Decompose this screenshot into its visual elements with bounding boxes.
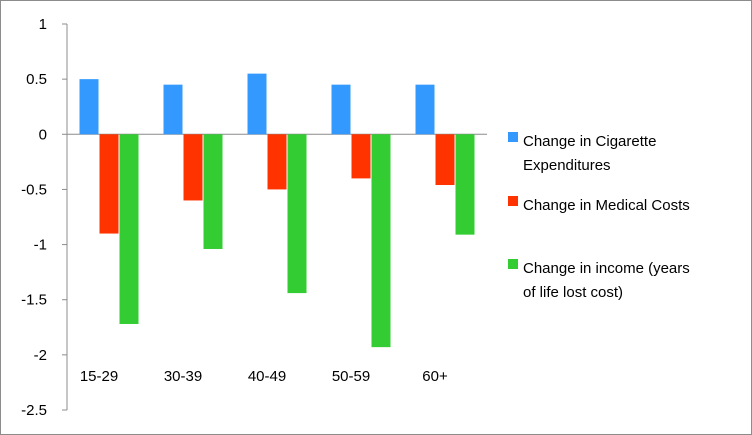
y-tick-label: 0.5 — [26, 71, 47, 88]
legend-item: Change in Cigarette Expenditures — [508, 132, 656, 174]
legend-label: Change in Medical Costs — [523, 197, 690, 214]
x-tick-label: 30-39 — [164, 368, 202, 385]
y-tick-label: -1 — [34, 237, 47, 254]
x-tick-label: 60+ — [422, 368, 448, 385]
bar-series-2-30-39 — [203, 134, 223, 249]
bar-series-0-40-49 — [247, 73, 267, 135]
y-tick-label: -1.5 — [21, 292, 47, 309]
legend-swatch — [508, 132, 518, 142]
bars — [79, 73, 475, 348]
legend-item: Change in Medical Costs — [508, 196, 690, 214]
legend-label: of life lost cost) — [523, 284, 623, 301]
legend-label: Change in Cigarette — [523, 133, 656, 150]
bar-series-0-30-39 — [163, 84, 183, 135]
y-tick-labels: 1 0.5 0 -0.5 -1 -1.5 -2 -2.5 — [21, 16, 47, 419]
legend-label: Expenditures — [523, 157, 611, 174]
legend-swatch — [508, 196, 518, 206]
y-tick-label: 1 — [39, 16, 47, 33]
bar-series-1-50-59 — [351, 134, 371, 179]
bar-series-2-15-29 — [119, 134, 139, 324]
bar-series-1-15-29 — [99, 134, 119, 234]
bar-series-0-60+ — [415, 84, 435, 135]
bar-series-1-30-39 — [183, 134, 203, 201]
y-tick-label: -2 — [34, 347, 47, 364]
x-tick-label: 15-29 — [80, 368, 118, 385]
x-tick-label: 50-59 — [332, 368, 370, 385]
y-tick-label: -0.5 — [21, 181, 47, 198]
y-tick-label: -2.5 — [21, 402, 47, 419]
x-tick-labels: 15-29 30-39 40-49 50-59 60+ — [80, 368, 448, 385]
bar-series-1-40-49 — [267, 134, 287, 190]
legend-label: Change in income (years — [523, 260, 690, 277]
bar-series-0-50-59 — [331, 84, 351, 135]
y-tick-label: 0 — [39, 126, 47, 143]
x-tick-label: 40-49 — [248, 368, 286, 385]
bar-series-2-60+ — [455, 134, 475, 235]
bar-series-2-40-49 — [287, 134, 307, 294]
legend-item: Change in income (years of life lost cost… — [508, 259, 690, 301]
bar-series-0-15-29 — [79, 79, 99, 135]
bar-series-2-50-59 — [371, 134, 391, 348]
bar-series-1-60+ — [435, 134, 455, 186]
legend-swatch — [508, 259, 518, 269]
